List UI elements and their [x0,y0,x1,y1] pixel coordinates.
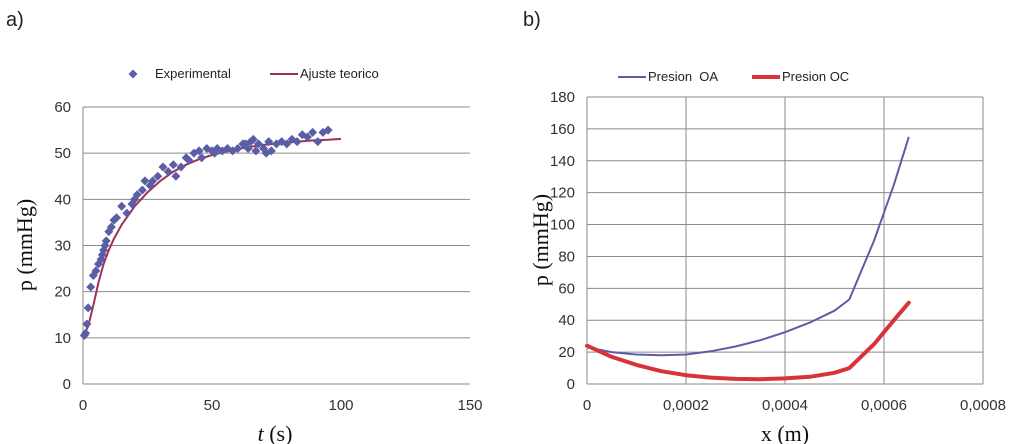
chart-b-x-tick-label: 0,0006 [861,397,907,414]
chart-a-data-point [132,190,142,200]
chart-a-data-point [323,125,333,135]
chart-a-data-point [253,139,263,149]
chart-a-data-point [137,185,147,195]
chart-a-data-point [106,222,116,232]
chart-b-y-tick-label: 100 [550,217,575,234]
legend-label-ajuste: Ajuste teorico [300,66,379,81]
chart-a-data-point [248,134,258,144]
chart-b-y-tick-label: 160 [550,121,575,138]
legend-marker-experimental [128,69,138,79]
chart-a-x-tick-label: 0 [79,397,87,414]
chart-b: b) 0 20 40 60 80 100 120 140 160 180 0 0,0002 0,000… [523,9,1006,444]
chart-b-legend: Presion OA Presion OC [618,69,849,84]
chart-a-y-axis-label: p (mmHg) [12,199,37,291]
chart-a: a) 0 10 20 30 40 50 60 0 50 100 150 Experimental … [6,9,483,444]
chart-a-data-point [194,146,204,156]
chart-a-data-point [313,137,323,147]
chart-a-y-tick-label: 40 [54,191,71,208]
chart-b-grid [587,96,984,384]
chart-b-y-tick-label: 80 [558,248,575,265]
chart-a-data-point [176,162,186,172]
chart-a-data-point [243,144,253,154]
chart-a-data-point [101,236,111,246]
chart-a-data-point [86,282,96,292]
chart-a-data-point [264,137,274,147]
chart-a-legend: Experimental Ajuste teorico [128,66,379,81]
chart-a-data-point [153,171,163,181]
chart-a-data-point [302,132,312,142]
chart-a-y-tick-label: 10 [54,330,71,347]
chart-a-data-point [91,266,101,276]
chart-a-y-tick-labels: 0 10 20 30 40 50 60 [54,99,71,393]
chart-a-x-axis-unit: (s) [264,421,293,444]
chart-a-data-point [233,144,243,154]
chart-b-x-tick-label: 0 [583,397,591,414]
chart-b-y-axis-label: p (mmHg) [528,194,553,286]
chart-a-data-point [308,127,318,137]
chart-a-data-point [158,162,168,172]
chart-b-x-tick-label: 0,0002 [663,397,709,414]
chart-a-fit-series [82,137,342,336]
chart-a-data-point [82,319,92,329]
chart-a-fit-line [82,137,342,336]
chart-a-experimental-series [79,125,333,341]
chart-b-line-presion-oa [586,136,910,357]
chart-a-x-tick-labels: 0 50 100 150 [79,397,483,414]
chart-b-x-tick-label: 0,0008 [960,397,1006,414]
chart-a-data-point [171,171,181,181]
chart-b-y-tick-label: 60 [558,280,575,297]
chart-a-data-point [184,155,194,165]
chart-a-data-point [197,153,207,163]
chart-a-data-point [168,160,178,170]
chart-a-y-tick-label: 20 [54,284,71,301]
chart-a-y-tick-label: 0 [63,376,71,393]
chart-a-data-point [117,201,127,211]
chart-a-data-point [318,127,328,137]
chart-b-y-tick-labels: 0 20 40 60 80 100 120 140 160 180 [550,89,575,393]
legend-label-presion-oc: Presion OC [782,69,849,84]
chart-a-data-point [140,176,150,186]
chart-a-data-point [112,213,122,223]
chart-a-y-tick-label: 60 [54,99,71,116]
chart-b-x-tick-label: 0,0004 [762,397,808,414]
chart-b-axes [586,97,983,385]
legend-label-presion-oa: Presion OA [648,69,718,84]
chart-a-grid [83,106,470,339]
chart-b-y-tick-label: 120 [550,185,575,202]
chart-b-x-axis-label: x (m) [761,421,809,444]
legend-label-experimental: Experimental [155,66,231,81]
chart-a-data-point [163,167,173,177]
chart-a-data-point [292,137,302,147]
chart-a-data-point [81,328,91,338]
panel-label-b: b) [523,9,541,31]
chart-a-data-point [122,208,132,218]
chart-b-y-tick-label: 180 [550,89,575,106]
chart-a-x-tick-label: 50 [204,397,221,414]
chart-b-y-tick-label: 40 [558,312,575,329]
chart-b-line-presion-oc [585,300,911,382]
chart-a-data-point [266,146,276,156]
chart-a-x-axis-label: t (s) [258,421,293,444]
chart-b-y-tick-label: 20 [558,344,575,361]
chart-a-y-tick-label: 30 [54,238,71,255]
chart-a-data-point [251,146,261,156]
chart-a-x-tick-label: 150 [457,397,482,414]
chart-b-x-tick-labels: 0 0,0002 0,0004 0,0006 0,0008 [583,397,1006,414]
chart-a-y-tick-label: 50 [54,145,71,162]
chart-b-y-tick-label: 140 [550,153,575,170]
chart-b-y-tick-label: 0 [567,376,575,393]
chart-a-data-point [148,176,158,186]
chart-a-data-point [282,139,292,149]
chart-b-series [585,136,911,382]
chart-a-x-axis-symbol: t [258,421,265,444]
panel-label-a: a) [6,9,24,31]
chart-a-x-tick-label: 100 [328,397,353,414]
chart-a-data-point [83,303,93,313]
